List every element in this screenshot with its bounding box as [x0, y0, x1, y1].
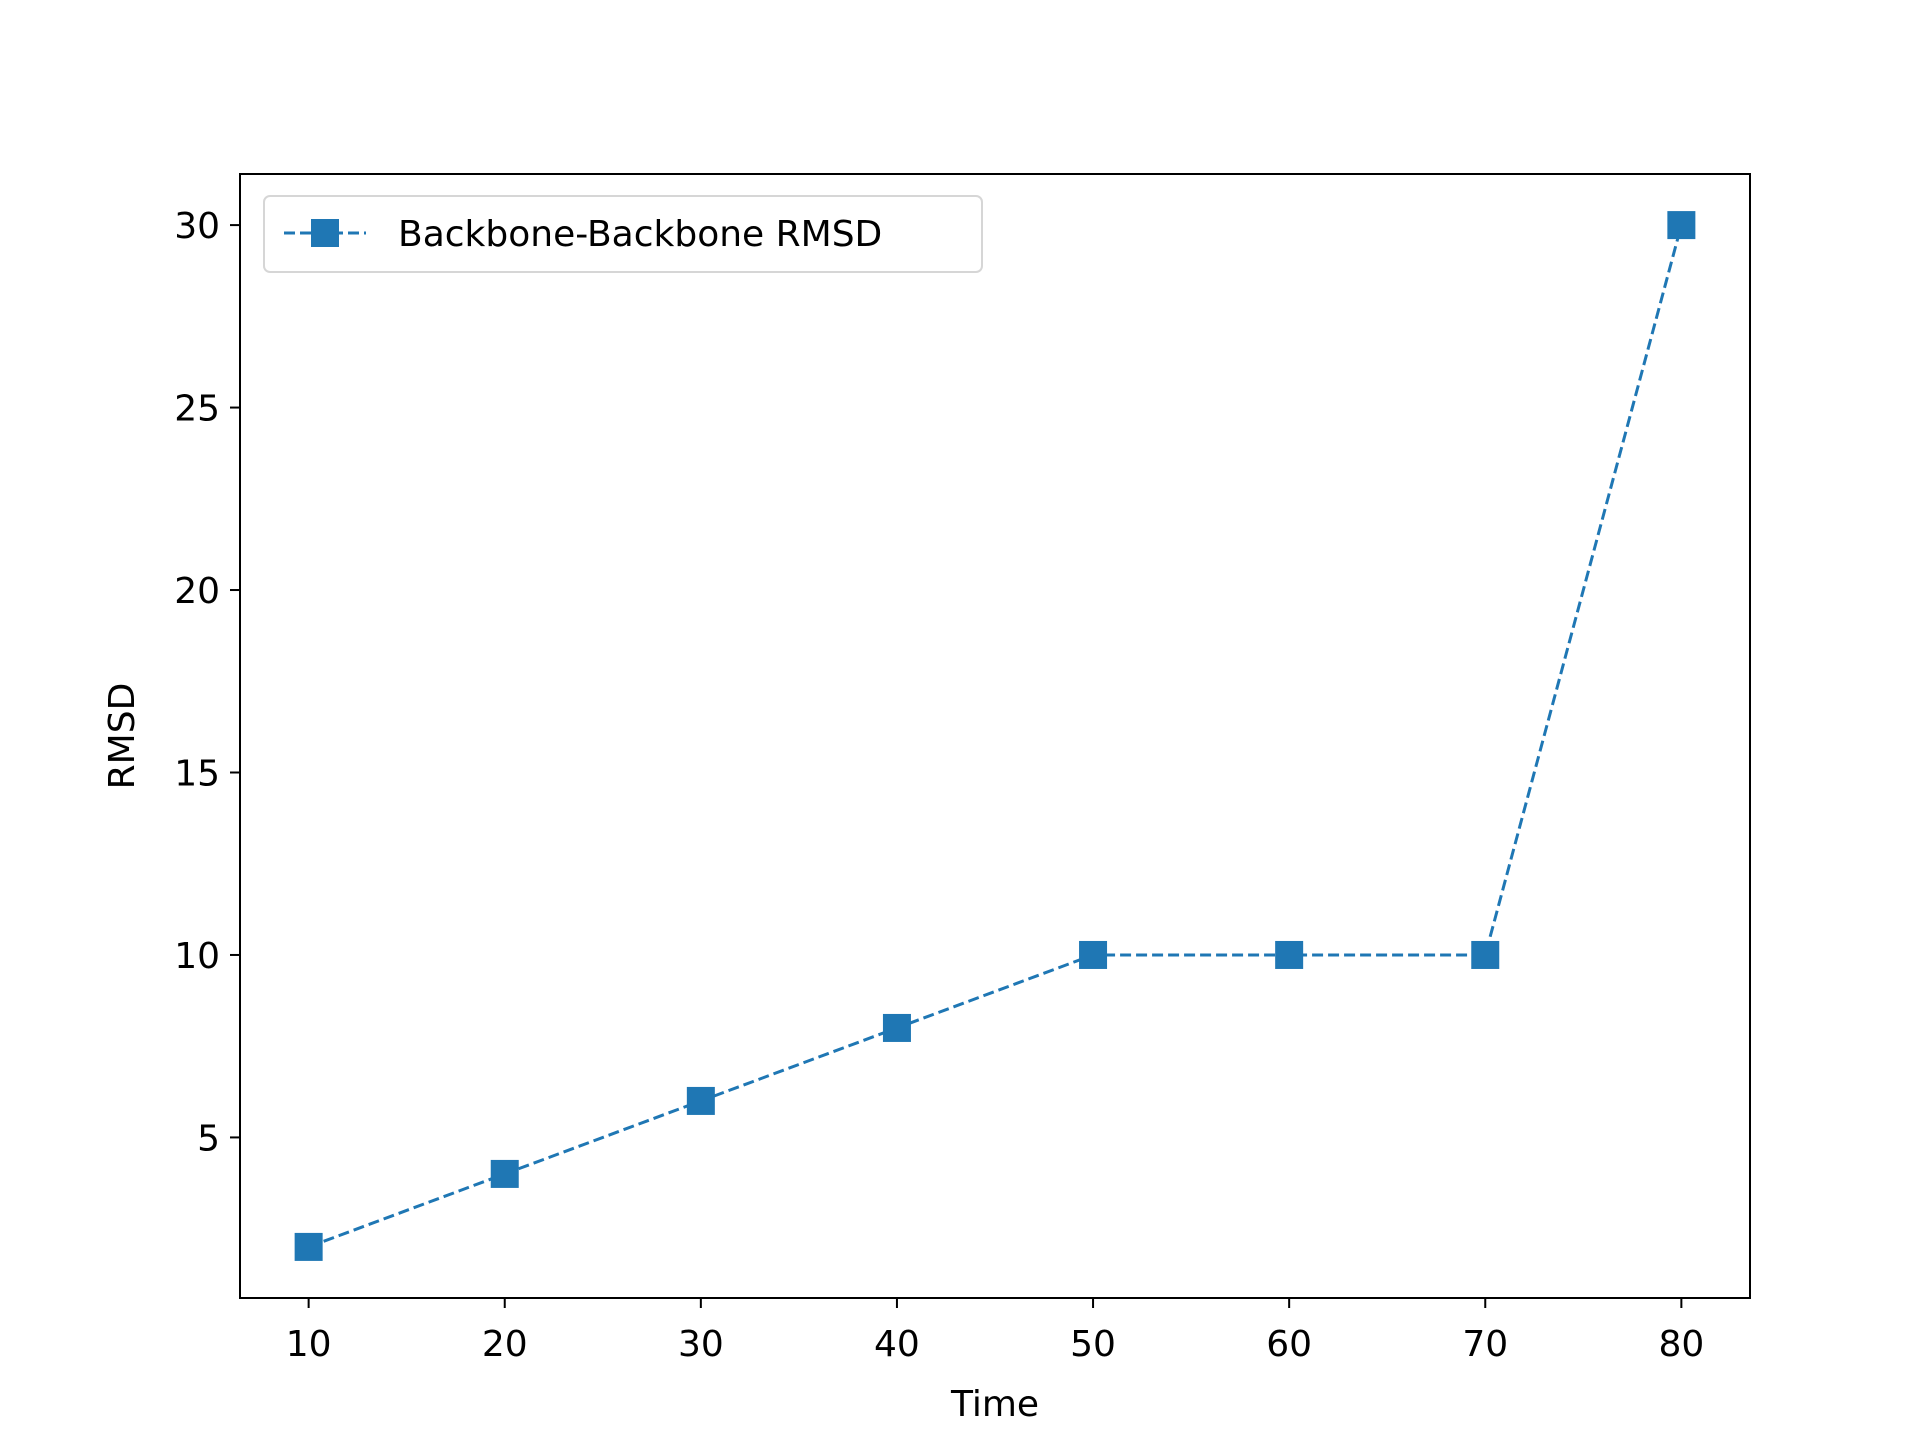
y-tick-label: 15: [174, 753, 220, 794]
plot-area-frame: [239, 173, 1751, 1299]
data-series: [294, 211, 1696, 1261]
legend-box: [263, 195, 983, 273]
data-point-marker: [490, 1159, 519, 1188]
x-axis-label: Time: [950, 1384, 1039, 1425]
legend: Backbone-Backbone RMSD: [263, 195, 983, 273]
x-tick-label: 50: [1070, 1324, 1116, 1365]
legend-label: Backbone-Backbone RMSD: [398, 214, 882, 255]
data-point-marker: [1275, 940, 1304, 969]
data-point-marker: [1079, 940, 1108, 969]
data-point-marker: [1667, 211, 1696, 240]
y-tick-label: 20: [174, 571, 220, 612]
y-tick-label: 30: [174, 206, 220, 247]
y-axis-label: RMSD: [102, 683, 143, 790]
x-tick-label: 10: [286, 1324, 332, 1365]
data-point-marker: [882, 1013, 911, 1042]
data-point-marker: [1471, 940, 1500, 969]
series-line: [308, 224, 1683, 1249]
x-tick-label: 40: [874, 1324, 920, 1365]
x-tick-label: 30: [678, 1324, 724, 1365]
data-point-marker: [294, 1232, 323, 1261]
y-tick-label: 25: [174, 389, 220, 430]
data-point-marker: [686, 1086, 715, 1115]
axis-ticks: 10 20 30 40 50 60 70 80 5 10 15 20 25 30: [174, 206, 1704, 1365]
legend-square-marker: [311, 219, 339, 247]
y-tick-label: 10: [174, 936, 220, 977]
x-tick-label: 60: [1266, 1324, 1312, 1365]
y-tick-label: 5: [197, 1118, 220, 1159]
x-tick-label: 70: [1462, 1324, 1508, 1365]
x-tick-label: 20: [482, 1324, 528, 1365]
x-tick-label: 80: [1658, 1324, 1704, 1365]
